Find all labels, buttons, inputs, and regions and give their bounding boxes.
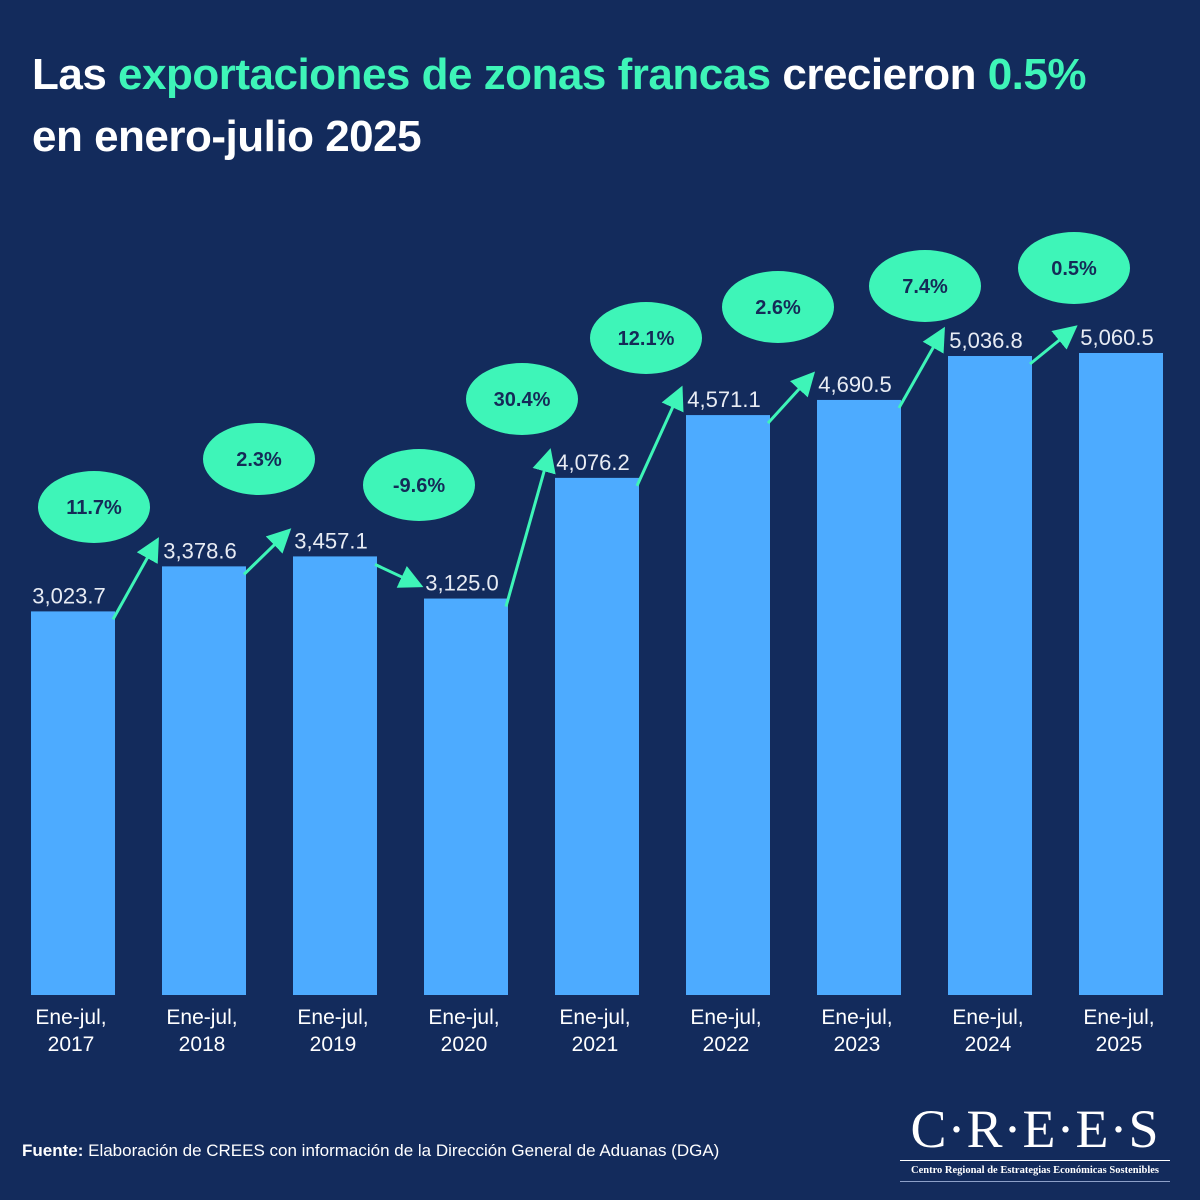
bar-2022 [686, 415, 770, 995]
value-label: 3,457.1 [294, 528, 367, 553]
x-tick-label-year: 2025 [1096, 1033, 1143, 1056]
x-tick-label: Ene-jul, [35, 1006, 106, 1029]
logo-divider [900, 1160, 1170, 1161]
title-part1: Las [32, 50, 119, 99]
value-label: 5,060.5 [1080, 325, 1153, 350]
growth-arrow [242, 528, 292, 576]
bar-2018 [162, 566, 246, 995]
bar-2024 [948, 356, 1032, 995]
growth-arrow [897, 326, 945, 409]
bar-2023 [817, 399, 901, 995]
growth-bubble [466, 363, 578, 435]
growth-arrow [111, 537, 159, 621]
value-label: 4,571.1 [687, 387, 760, 412]
growth-label: 0.5% [1051, 258, 1097, 280]
logo-subtitle: Centro Regional de Estrategias Económica… [910, 1165, 1159, 1176]
growth-bubble [722, 271, 834, 343]
growth-arrow [766, 371, 816, 425]
x-tick-label-year: 2024 [965, 1033, 1012, 1056]
value-label: 4,690.5 [818, 372, 891, 397]
source-text: Elaboración de CREES con información de … [83, 1141, 720, 1160]
growth-bubble [363, 449, 475, 521]
growth-bubble [869, 250, 981, 322]
value-label: 3,125.0 [425, 571, 498, 596]
growth-label: -9.6% [393, 475, 445, 497]
growth-arrow [1029, 325, 1078, 366]
value-label: 3,023.7 [32, 583, 105, 608]
x-tick-label-year: 2020 [441, 1033, 488, 1056]
x-tick-label: Ene-jul, [166, 1006, 237, 1029]
x-tick-label: Ene-jul, [559, 1006, 630, 1029]
bar-2025 [1079, 353, 1163, 995]
crees-logo: C·R·E·E·S Centro Regional de Estrategias… [900, 1100, 1170, 1182]
growth-bubble [203, 423, 315, 495]
value-label: 5,036.8 [949, 328, 1022, 353]
x-tick-label: Ene-jul, [690, 1006, 761, 1029]
growth-label: 7.4% [902, 276, 948, 298]
source-note: Fuente: Elaboración de CREES con informa… [22, 1141, 719, 1161]
growth-label: 11.7% [66, 497, 122, 519]
source-label: Fuente: [22, 1141, 84, 1160]
growth-label: 2.3% [236, 449, 282, 471]
x-tick-label: Ene-jul, [952, 1006, 1023, 1029]
bar-2021 [555, 477, 639, 995]
title-line2: en enero-julio 2025 [32, 112, 422, 161]
growth-bubble [1018, 232, 1130, 304]
x-tick-label: Ene-jul, [821, 1006, 892, 1029]
title-part2: crecieron [770, 50, 988, 99]
title-highlight-growth: 0.5% [987, 50, 1087, 99]
growth-arrow [635, 385, 684, 487]
growth-bubble [590, 302, 702, 374]
x-tick-label: Ene-jul, [1083, 1006, 1154, 1029]
growth-arrow [374, 563, 424, 588]
bar-2019 [293, 556, 377, 995]
page-title: Las exportaciones de zonas francas creci… [32, 44, 1182, 168]
value-label: 3,378.6 [163, 538, 236, 563]
x-tick-label: Ene-jul, [297, 1006, 368, 1029]
x-tick-label-year: 2019 [310, 1033, 357, 1056]
growth-bubble [38, 471, 150, 543]
bar-2020 [424, 598, 508, 995]
logo-divider-bottom [900, 1181, 1170, 1182]
x-tick-label-year: 2022 [703, 1033, 750, 1056]
x-tick-label-year: 2018 [179, 1033, 226, 1056]
growth-label: 12.1% [618, 328, 675, 350]
logo-wordmark: C·R·E·E·S [910, 1099, 1160, 1159]
title-highlight-exports: exportaciones de zonas francas [118, 50, 771, 99]
x-tick-label-year: 2023 [834, 1033, 881, 1056]
bar-2017 [31, 611, 115, 995]
x-tick-label-year: 2021 [572, 1033, 619, 1056]
value-label: 4,076.2 [556, 450, 629, 475]
growth-arrow [504, 448, 556, 607]
growth-label: 30.4% [494, 389, 551, 411]
growth-label: 2.6% [755, 297, 801, 319]
x-tick-label-year: 2017 [48, 1033, 95, 1056]
x-tick-label: Ene-jul, [428, 1006, 499, 1029]
